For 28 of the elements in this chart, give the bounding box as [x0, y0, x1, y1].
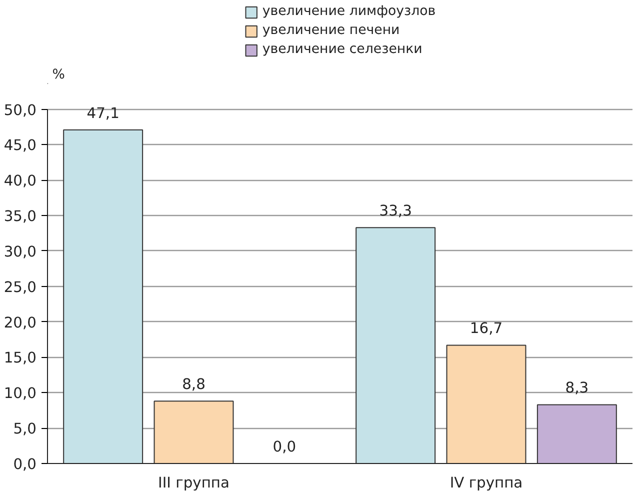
- x-tick-label: III группа: [158, 474, 230, 492]
- data-label: 16,7: [470, 320, 503, 338]
- y-tick-label: 35,0: [4, 208, 37, 226]
- legend-label: увеличение селезенки: [262, 42, 422, 57]
- y-tick-label: 0,0: [13, 456, 37, 473]
- bar: [63, 129, 144, 464]
- data-label: 8,8: [182, 376, 206, 394]
- bar: [446, 344, 526, 464]
- bar: [154, 400, 234, 464]
- y-tick-label: 5,0: [13, 420, 37, 438]
- legend-label: увеличение печени: [262, 23, 400, 38]
- y-tick-label: 30,0: [4, 243, 37, 260]
- y-tick-label: 25,0: [4, 278, 37, 296]
- legend-label: увеличение лимфоузлов: [262, 4, 436, 19]
- bar: [356, 227, 436, 464]
- data-label: 0,0: [272, 438, 296, 456]
- y-axis-title: %: [52, 68, 65, 83]
- data-label: 47,1: [86, 104, 120, 122]
- y-tick-label: 10,0: [4, 385, 37, 402]
- y-tick-label: 20,0: [4, 314, 37, 332]
- data-label: 8,3: [565, 380, 589, 397]
- y-tick-label: 15,0: [4, 350, 37, 367]
- x-tick-label: IV группа: [450, 474, 523, 492]
- data-label: 33,3: [379, 202, 412, 220]
- bar: [536, 404, 617, 464]
- y-tick-label: 40,0: [4, 172, 37, 190]
- y-tick-label: 50,0: [4, 102, 37, 119]
- y-tick-label: 45,0: [4, 137, 37, 154]
